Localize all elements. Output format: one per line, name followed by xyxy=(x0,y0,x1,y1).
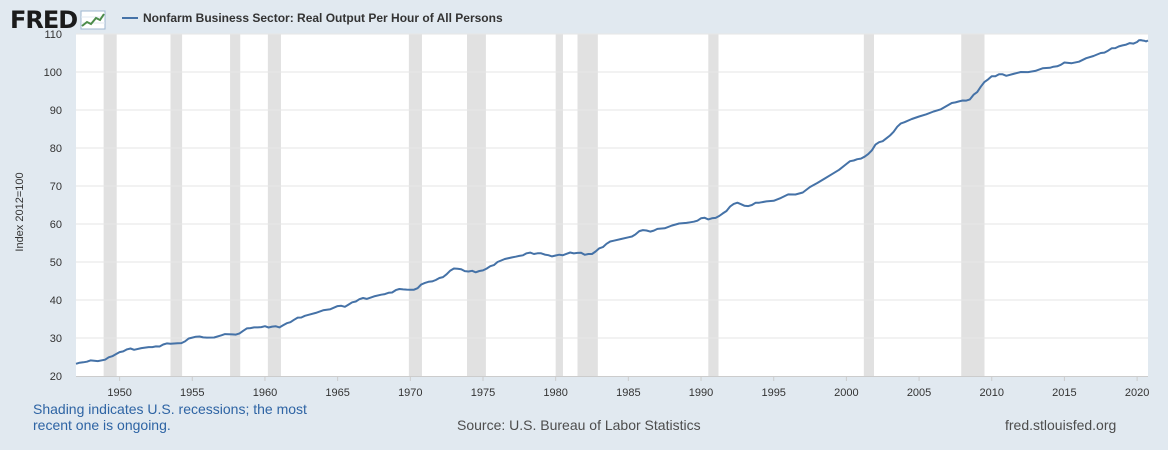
x-tick-label-1980: 1980 xyxy=(543,387,567,399)
x-tick-label-2010: 2010 xyxy=(980,387,1004,399)
y-tick-label-40: 40 xyxy=(50,295,62,307)
line-chart-icon xyxy=(80,10,106,30)
x-tick-label-2015: 2015 xyxy=(1052,387,1076,399)
x-tick-label-2000: 2000 xyxy=(834,387,858,399)
legend-swatch xyxy=(122,17,138,19)
x-tick-label-1950: 1950 xyxy=(107,387,131,399)
y-tick-label-100: 100 xyxy=(44,67,62,79)
recession-shading xyxy=(103,34,985,376)
recession-band-6 xyxy=(555,34,563,376)
recession-band-8 xyxy=(708,34,719,376)
recession-band-2 xyxy=(230,34,241,376)
y-axis-label: Index 2012=100 xyxy=(14,172,26,251)
series-line-0 xyxy=(75,39,1149,365)
y-tick-label-20: 20 xyxy=(50,371,62,383)
y-tick-label-80: 80 xyxy=(50,143,62,155)
x-tick-label-1985: 1985 xyxy=(616,387,640,399)
x-tick-label-1970: 1970 xyxy=(398,387,422,399)
x-tick-label-1990: 1990 xyxy=(689,387,713,399)
x-tick-label-1955: 1955 xyxy=(180,387,204,399)
y-axis: 20 30 40 50 60 70 80 90 100 110 xyxy=(44,29,62,383)
fred-logo[interactable]: FRED xyxy=(10,6,106,34)
recession-band-0 xyxy=(103,34,117,376)
recession-band-4 xyxy=(408,34,422,376)
y-tick-label-90: 90 xyxy=(50,105,62,117)
source-text: Source: U.S. Bureau of Labor Statistics xyxy=(457,417,701,433)
x-tick-label-2005: 2005 xyxy=(907,387,931,399)
series-layer xyxy=(75,39,1149,365)
recession-band-10 xyxy=(961,34,985,376)
recession-band-1 xyxy=(170,34,183,376)
x-tick-label-1975: 1975 xyxy=(471,387,495,399)
y-tick-label-30: 30 xyxy=(50,333,62,345)
recession-band-3 xyxy=(267,34,281,376)
x-axis: 1950 1955 1960 1965 1970 1975 1980 1985 1990 1995… xyxy=(76,376,1149,399)
y-tick-label-60: 60 xyxy=(50,219,62,231)
recession-band-7 xyxy=(577,34,598,376)
recession-band-9 xyxy=(863,34,875,376)
site-link[interactable]: fred.stlouisfed.org xyxy=(1005,417,1117,433)
y-tick-label-110: 110 xyxy=(44,29,62,41)
x-tick-label-1965: 1965 xyxy=(325,387,349,399)
legend-label: Nonfarm Business Sector: Real Output Per… xyxy=(143,11,503,25)
logo-text: FRED xyxy=(10,6,78,34)
x-tick-label-2020: 2020 xyxy=(1125,387,1149,399)
recession-band-5 xyxy=(467,34,486,376)
x-tick-label-1995: 1995 xyxy=(761,387,785,399)
grid-lines xyxy=(76,33,1148,339)
recession-note: Shading indicates U.S. recessions; the m… xyxy=(33,401,307,433)
y-tick-label-50: 50 xyxy=(50,257,62,269)
y-tick-label-70: 70 xyxy=(50,181,62,193)
x-tick-label-1960: 1960 xyxy=(253,387,277,399)
chart-legend: Nonfarm Business Sector: Real Output Per… xyxy=(122,11,503,25)
